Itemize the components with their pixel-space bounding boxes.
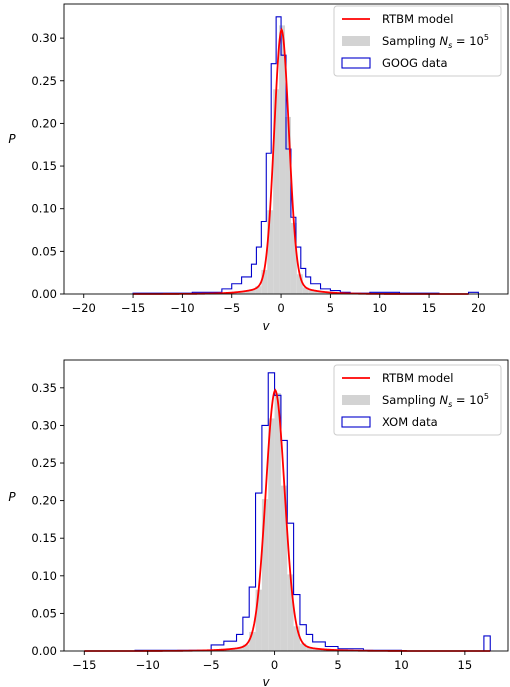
sampling-bar: [255, 589, 262, 651]
legend-label-equals: = 10: [452, 393, 484, 407]
sampling-bar: [230, 648, 237, 651]
legend-label-text: RTBM model: [382, 12, 453, 26]
legend-label-superscript: 5: [484, 392, 489, 401]
sampling-bar: [249, 631, 256, 651]
legend-label: GOOG data: [382, 56, 448, 70]
x-tick-label: −10: [136, 658, 160, 672]
sampling-bar: [268, 418, 275, 651]
y-tick-label: 0.25: [31, 456, 57, 470]
y-tick-label: 0.10: [31, 202, 57, 216]
y-tick-label: 0.10: [31, 569, 57, 583]
chart-panel-1: RTBM model Sampling Ns = 105 GOOG data: [60, 3, 509, 298]
y-tick-label: 0.05: [31, 606, 57, 620]
y-tick-label: 0.15: [31, 159, 57, 173]
sampling-bar: [299, 643, 307, 651]
sampling-bar: [293, 626, 300, 651]
y-tick-label: 0.35: [31, 381, 57, 395]
legend-label-subscript: s: [448, 41, 452, 50]
y-axis-label: P: [8, 490, 16, 504]
axes-frame: [63, 359, 509, 652]
sampling-bar: [302, 287, 309, 294]
sampling-bar: [261, 269, 268, 294]
x-tick-label: 10: [372, 301, 387, 315]
sampling-bar: [249, 289, 256, 294]
y-tick-label: 0.20: [31, 116, 57, 130]
x-tick-label: −5: [203, 658, 220, 672]
legend-label: XOM data: [382, 415, 438, 429]
x-tick-label: −5: [223, 301, 240, 315]
sampling-bar: [314, 291, 321, 294]
y-axis-label: P: [8, 132, 16, 146]
legend-label-math: N: [439, 393, 448, 407]
x-tick-label: 5: [327, 301, 334, 315]
y-tick-label: 0.00: [31, 644, 57, 658]
legend-label: Sampling Ns = 105: [382, 33, 489, 50]
y-tick-label: 0.20: [31, 494, 57, 508]
x-tick-label: 0: [277, 301, 284, 315]
sampling-bar: [267, 210, 274, 294]
sampling-bar: [287, 574, 294, 651]
sampling-bar: [236, 647, 243, 651]
sampling-bar: [273, 89, 280, 294]
legend-label-text: XOM data: [382, 415, 438, 429]
x-tick-label: −15: [121, 301, 145, 315]
x-tick-label: −10: [170, 301, 194, 315]
y-tick-label: 0.30: [31, 31, 57, 45]
sampling-bar: [312, 648, 319, 651]
sampling-bar: [285, 116, 291, 294]
legend-label-text: GOOG data: [382, 56, 448, 70]
x-tick-label: 5: [334, 658, 341, 672]
sampling-bar: [320, 291, 327, 294]
x-tick-label: −15: [72, 658, 96, 672]
sampling-bar: [274, 393, 281, 651]
legend-fill-handle: [342, 395, 370, 405]
legend-box: [333, 364, 502, 436]
axes-frame: [63, 3, 509, 295]
sampling-bar: [243, 290, 250, 294]
sampling-bar: [279, 25, 286, 294]
x-tick-label: −20: [72, 301, 96, 315]
legend-step-handle: [341, 416, 371, 428]
sampling-bar: [261, 499, 269, 651]
legend-label: Sampling Ns = 105: [382, 392, 489, 409]
y-tick-label: 0.05: [31, 244, 57, 258]
x-axis-label: v: [262, 675, 270, 687]
x-tick-label: 15: [458, 658, 473, 672]
legend-label-subscript: s: [448, 400, 452, 409]
x-tick-label: 10: [394, 658, 409, 672]
y-tick-label: 0.25: [31, 74, 57, 88]
data-histogram-step: [134, 372, 491, 652]
sampling-bar: [290, 222, 297, 294]
x-axis-label: v: [262, 319, 270, 333]
sampling-bar: [296, 274, 303, 294]
sampling-bar: [242, 644, 250, 651]
legend-box: [333, 5, 502, 77]
x-tick-label: 15: [422, 301, 437, 315]
sampling-bar: [306, 647, 313, 651]
sampling-bar: [308, 290, 315, 294]
legend-label-text: Sampling: [382, 393, 439, 407]
legend-label: RTBM model: [382, 12, 453, 26]
legend-label-equals: = 10: [452, 34, 484, 48]
y-tick-label: 0.15: [31, 531, 57, 545]
legend-label: RTBM model: [382, 371, 453, 385]
legend-label-text: Sampling: [382, 34, 439, 48]
legend-label-math: N: [439, 34, 448, 48]
y-tick-label: 0.30: [31, 418, 57, 432]
x-tick-label: 0: [271, 658, 278, 672]
sampling-bar: [255, 286, 262, 294]
sampling-bar: [237, 291, 244, 294]
legend-fill-handle: [342, 36, 370, 46]
y-tick-label: 0.00: [31, 287, 57, 301]
x-tick-label: 20: [471, 301, 486, 315]
sampling-bar: [280, 485, 288, 651]
legend-label-text: RTBM model: [382, 371, 453, 385]
legend-label-superscript: 5: [484, 33, 489, 42]
legend-step-handle: [341, 57, 371, 69]
chart-panel-2: RTBM model Sampling Ns = 105 XOM data: [60, 359, 509, 655]
